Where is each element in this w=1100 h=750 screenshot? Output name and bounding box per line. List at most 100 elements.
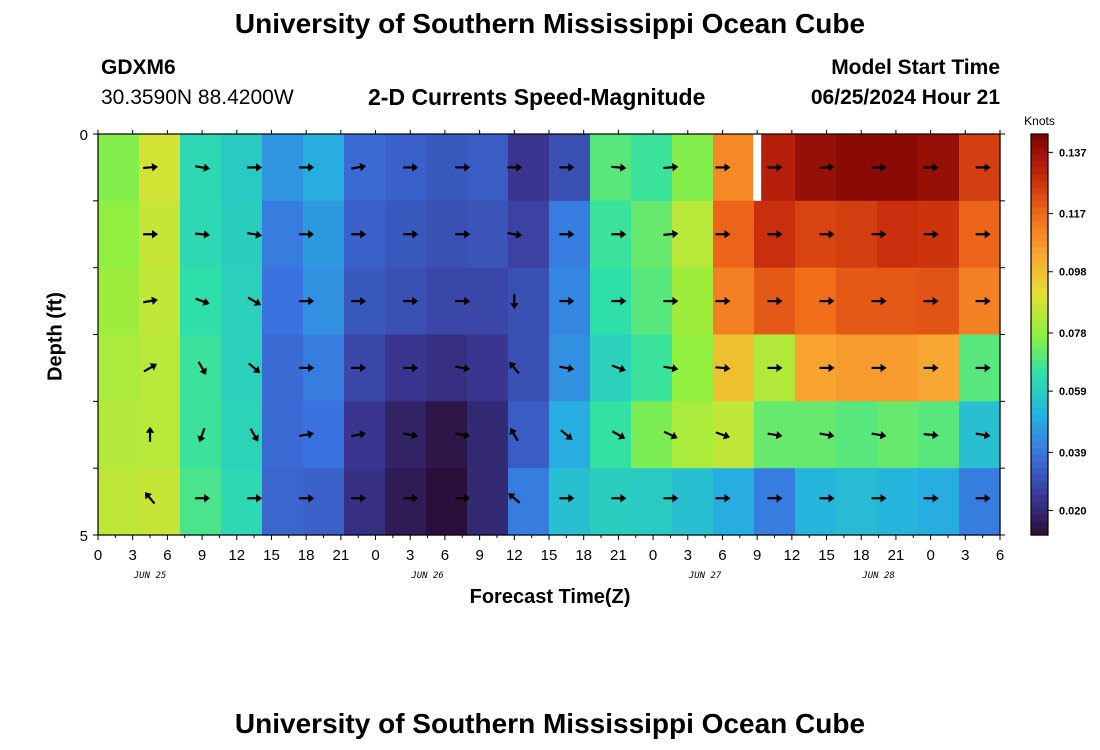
heatmap-cell [877, 468, 919, 536]
current-arrow [663, 163, 679, 172]
heatmap-cell [590, 401, 632, 469]
heatmap-cell [385, 468, 427, 536]
current-arrow [145, 426, 155, 442]
heatmap-cell [303, 468, 345, 536]
colorbar-tick-label: 0.117 [1059, 209, 1086, 221]
colorbar-swatch [1031, 381, 1048, 389]
current-arrow [767, 230, 783, 239]
colorbar-swatch [1031, 160, 1048, 169]
x-tick-label: 0 [94, 547, 102, 564]
x-tick-label: 9 [475, 547, 483, 564]
current-arrow [247, 494, 263, 503]
current-arrow [871, 494, 887, 503]
colorbar-swatch [1031, 387, 1048, 396]
heatmap-cell [344, 134, 386, 202]
x-tick-label: 3 [961, 547, 969, 564]
heatmap-cell [672, 200, 714, 269]
current-arrow [351, 296, 367, 306]
colorbar-swatch [1031, 488, 1048, 496]
current-arrow [299, 363, 315, 373]
colorbar-swatch [1031, 214, 1048, 222]
colorbar-swatch [1031, 200, 1048, 209]
heatmap-cell [98, 200, 140, 269]
colorbar-swatch [1031, 441, 1048, 449]
current-arrow [767, 296, 783, 306]
heatmap-cell [836, 267, 878, 336]
current-arrow [715, 494, 731, 503]
colorbar-swatch [1031, 294, 1048, 302]
colorbar-swatch [1031, 474, 1048, 483]
heatmap-cell [672, 468, 714, 536]
heatmap-cell [549, 468, 591, 536]
heatmap-cell [631, 468, 673, 536]
colorbar-swatch [1031, 207, 1048, 215]
heatmap-cell [631, 334, 673, 402]
x-tick-label: 6 [996, 547, 1004, 564]
heatmap-cell [221, 468, 263, 536]
current-arrow [819, 296, 835, 306]
colorbar-swatch [1031, 134, 1048, 142]
current-arrow [767, 430, 783, 440]
current-arrow [144, 492, 156, 505]
heatmap-cell [590, 334, 632, 402]
heatmap-cell [98, 401, 140, 469]
current-arrow [509, 361, 520, 374]
heatmap-cell [139, 334, 181, 402]
colorbar-swatch [1031, 508, 1048, 516]
current-arrow [663, 296, 679, 306]
current-arrow [247, 296, 262, 306]
colorbar-swatch [1031, 521, 1048, 529]
date-label: JUN 26 [410, 571, 444, 581]
colorbar-swatch [1031, 334, 1048, 342]
colorbar-swatch [1031, 187, 1048, 195]
colorbar-swatch [1031, 180, 1048, 189]
heatmap-cell [262, 200, 304, 269]
heatmap-cell [98, 334, 140, 402]
colorbar-swatch [1031, 227, 1048, 235]
heatmap-cell [139, 401, 181, 469]
heatmap-cell [98, 134, 140, 202]
date-label: JUN 28 [861, 571, 895, 581]
colorbar-swatch [1031, 481, 1048, 489]
current-arrow [507, 163, 523, 172]
heatmap-cell [262, 334, 304, 402]
current-arrow [455, 230, 471, 239]
current-arrow [611, 163, 627, 172]
heatmap-cell [631, 401, 673, 469]
colorbar-swatch [1031, 140, 1048, 148]
model-start-value: 06/25/2024 Hour 21 [810, 86, 1000, 109]
heatmap-cell [836, 200, 878, 269]
current-arrow [611, 296, 627, 306]
heatmap-cell [467, 468, 509, 536]
current-arrow [403, 494, 419, 503]
colorbar-tick-label: 0.039 [1059, 447, 1087, 459]
heatmap-cell [180, 468, 222, 536]
current-arrow [455, 430, 471, 440]
heatmap-cell [590, 468, 632, 536]
x-tick-label: 0 [371, 547, 379, 564]
current-arrow [819, 230, 835, 239]
colorbar-tick-label: 0.020 [1059, 506, 1087, 518]
current-arrows [142, 162, 991, 505]
current-arrow [559, 364, 575, 373]
x-tick-label: 9 [753, 547, 761, 564]
colorbar-swatch [1031, 281, 1048, 289]
x-tick-label: 9 [198, 547, 206, 564]
current-arrow [819, 163, 835, 172]
current-arrow [663, 494, 679, 503]
x-tick-label: 0 [649, 547, 657, 564]
colorbar-swatch [1031, 267, 1048, 275]
colorbar-swatch [1031, 147, 1048, 155]
current-arrow [455, 163, 471, 172]
current-arrow [247, 163, 263, 172]
colorbar-swatch [1031, 314, 1048, 322]
page-title: University of Southern Mississippi Ocean… [234, 8, 866, 39]
colorbar-swatch [1031, 528, 1048, 536]
current-arrow [871, 296, 887, 306]
x-tick-label: 21 [888, 547, 905, 564]
x-tick-label: 18 [298, 547, 315, 564]
heatmap-cell [262, 267, 304, 336]
station-id: GDXM6 [101, 56, 176, 79]
plot-title: 2-D Currents Speed-Magnitude [368, 84, 706, 110]
y-axis-label: Depth (ft) [44, 292, 67, 381]
